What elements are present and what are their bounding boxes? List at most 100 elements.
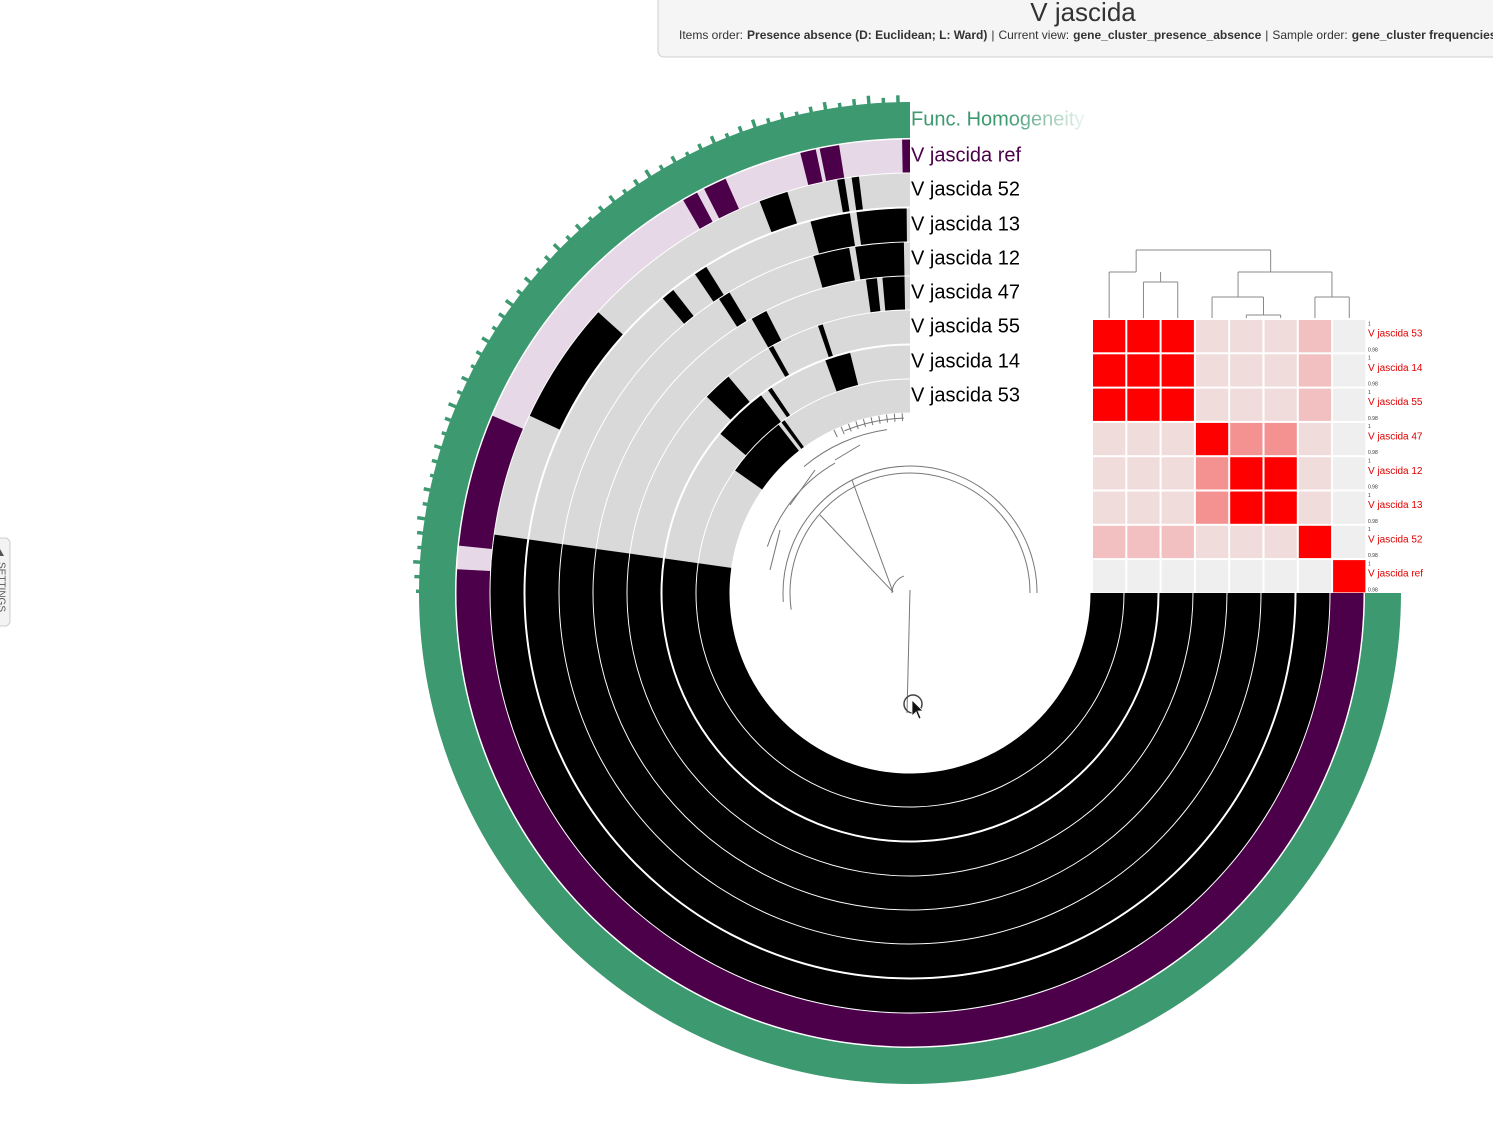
settings-tab-bg[interactable] xyxy=(0,537,11,627)
layer-label: V jascida ref xyxy=(911,144,1021,166)
ring-spike xyxy=(447,402,458,409)
layer-labels: Func. Homogeneity V jascida ref V jascida … xyxy=(911,108,1084,406)
ring-segment xyxy=(458,415,523,550)
ring-segment xyxy=(856,208,907,245)
heat-cell xyxy=(1264,491,1297,524)
heat-cell xyxy=(1333,525,1366,559)
heat-cell xyxy=(1127,457,1160,490)
layer-label: V jascida 14 xyxy=(911,350,1020,372)
heat-row-label: V jascida 55 xyxy=(1368,397,1423,408)
ring-spike xyxy=(523,276,532,284)
ring-spike xyxy=(441,431,447,436)
cursor xyxy=(911,699,924,720)
ring-spike xyxy=(491,325,498,332)
ring-spike xyxy=(852,98,857,107)
heat-row-label: V jascida 52 xyxy=(1368,534,1423,545)
heat-cell xyxy=(1264,457,1297,490)
heat-min-label: 0.98 xyxy=(1368,485,1378,491)
heat-cell xyxy=(1264,354,1297,387)
heat-cell xyxy=(1264,525,1297,559)
heat-cell xyxy=(1195,422,1229,456)
settings-arrow[interactable] xyxy=(0,549,4,556)
heat-max-label: 1 xyxy=(1368,527,1371,533)
heat-cell xyxy=(1161,388,1194,421)
ring-segment xyxy=(706,376,750,420)
branch xyxy=(870,417,874,426)
branch xyxy=(906,589,911,714)
branch xyxy=(789,469,816,506)
ring-spike xyxy=(535,267,542,273)
heat-cell xyxy=(1195,320,1229,353)
heat-cell xyxy=(1298,457,1332,490)
ring-segment xyxy=(855,242,905,280)
ring-segment xyxy=(662,290,694,324)
heat-cell xyxy=(1161,422,1194,456)
ring-spike xyxy=(565,234,572,242)
ring-spike xyxy=(413,560,422,564)
heat-cell xyxy=(1230,491,1263,524)
heat-min-label: 0.98 xyxy=(1368,519,1378,525)
ring-spike xyxy=(621,188,628,195)
heat-cell xyxy=(1161,320,1194,353)
ring-spike xyxy=(481,336,490,344)
ring-spike xyxy=(750,119,757,129)
layer-label: Func. Homogeneity xyxy=(911,108,1084,130)
ring-segment xyxy=(719,292,747,327)
ring-spike xyxy=(658,164,665,171)
heat-cell xyxy=(1195,388,1229,421)
heat-row-label: V jascida ref xyxy=(1368,569,1423,580)
ring-spike xyxy=(460,375,470,383)
heat-cell xyxy=(1264,422,1297,456)
ring-segment xyxy=(825,352,859,392)
heat-cell xyxy=(1127,320,1160,353)
ring-spike xyxy=(431,458,439,464)
info-value: Presence absence (D: Euclidean; L: Ward) xyxy=(747,28,987,42)
heat-cell xyxy=(1127,422,1160,456)
ring-spike xyxy=(497,312,506,319)
ring-spike xyxy=(822,101,828,111)
heat-cell xyxy=(1298,422,1332,456)
heat-row-label: V jascida 47 xyxy=(1368,432,1423,443)
ring-segment xyxy=(781,420,804,449)
ring-spike xyxy=(670,155,677,164)
layer-label: V jascida 53 xyxy=(911,384,1020,406)
heat-cell xyxy=(1333,320,1366,353)
ring-segment xyxy=(759,191,797,233)
layer-label: V jascida 52 xyxy=(911,178,1020,200)
ring-spike xyxy=(416,515,426,521)
info-label: Current view: xyxy=(998,28,1069,42)
ring-spike xyxy=(765,117,771,125)
settings-label[interactable]: SETTINGS xyxy=(0,562,6,612)
branch xyxy=(851,479,894,593)
heat-cell xyxy=(1333,491,1366,524)
heat-cell xyxy=(1333,457,1366,490)
branch xyxy=(855,421,859,430)
ring-spike xyxy=(414,574,421,579)
ring-segment xyxy=(751,311,782,348)
ring-spike xyxy=(779,111,785,121)
branch xyxy=(769,529,781,571)
ring-spike xyxy=(423,487,432,492)
ring-spike xyxy=(724,132,730,139)
ring-spike xyxy=(416,530,424,535)
heat-cell xyxy=(1161,354,1194,387)
ring-segment xyxy=(865,278,881,313)
title-panel xyxy=(657,0,1493,58)
heat-row-label: V jascida 12 xyxy=(1368,466,1423,477)
heat-cell xyxy=(1264,320,1297,353)
ring-spike xyxy=(644,169,652,179)
ring-segment xyxy=(735,424,799,490)
ring-segment xyxy=(819,145,845,181)
heat-cell xyxy=(1127,388,1160,421)
settings-tab[interactable]: SETTINGS xyxy=(0,537,11,627)
info-label: Items order: xyxy=(679,28,743,42)
heat-row-label: V jascida 14 xyxy=(1368,363,1423,374)
heat-cell xyxy=(1161,457,1194,490)
branch xyxy=(886,414,889,423)
heat-min-label: 0.98 xyxy=(1368,416,1378,422)
layer-label: V jascida 12 xyxy=(911,247,1020,269)
ring-spike xyxy=(422,501,429,507)
ring-segment xyxy=(694,266,724,302)
